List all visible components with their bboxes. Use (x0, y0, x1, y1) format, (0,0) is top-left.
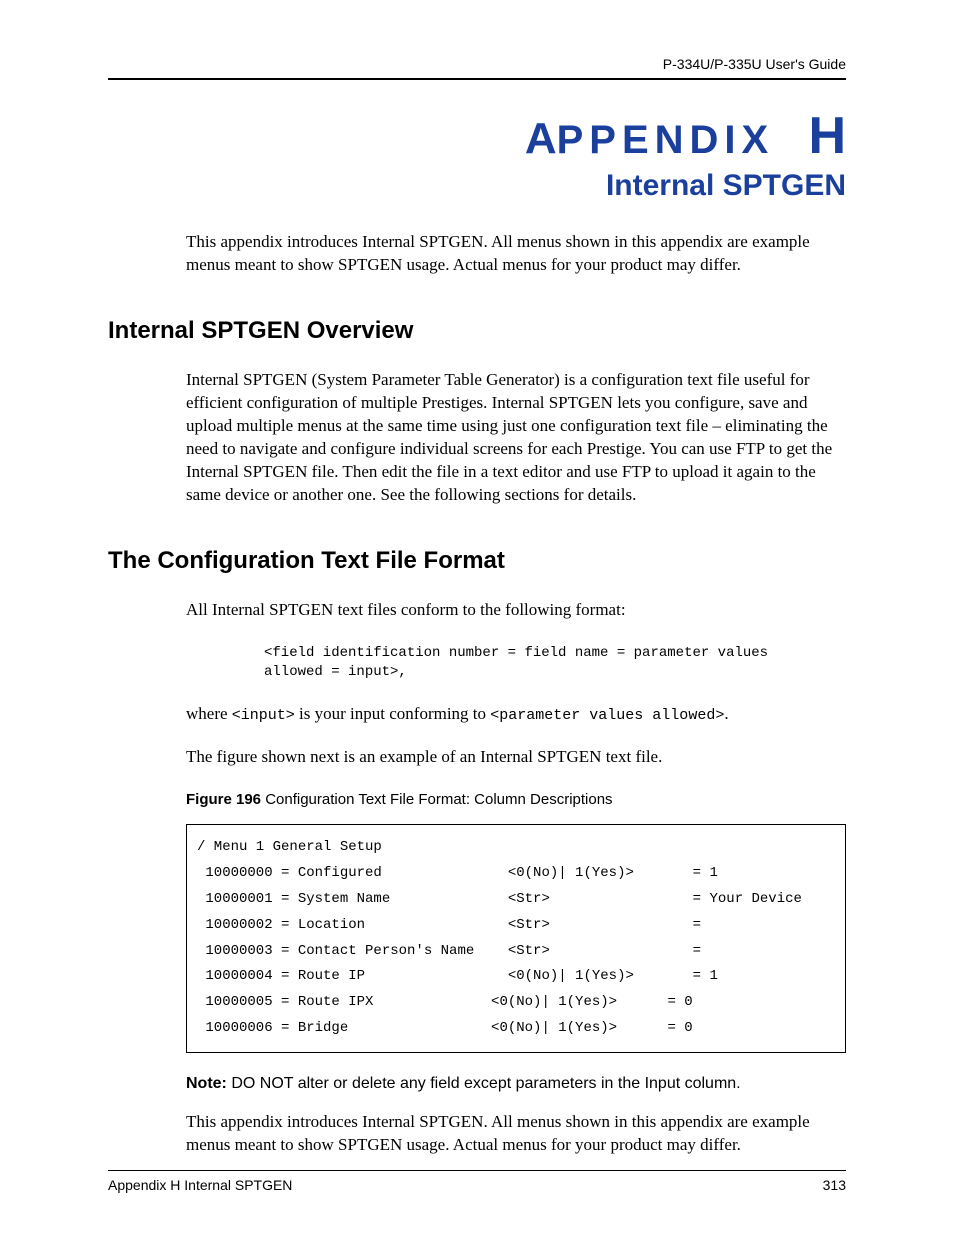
footer-page-number: 313 (823, 1177, 846, 1193)
page-footer: Appendix H Internal SPTGEN 313 (108, 1170, 846, 1193)
appendix-word-first: A (525, 114, 557, 163)
page: P-334U/P-335U User's Guide APPENDIX H In… (0, 0, 954, 1219)
running-header: P-334U/P-335U User's Guide (108, 56, 846, 72)
figure-caption: Figure 196 Configuration Text File Forma… (108, 791, 846, 808)
note-line: Note: DO NOT alter or delete any field e… (108, 1075, 846, 1093)
appendix-title: APPENDIX H (108, 108, 846, 165)
figure-caption-text: Configuration Text File Format: Column D… (261, 791, 613, 808)
where-code1: <input> (232, 707, 295, 724)
note-label: Note: (186, 1075, 227, 1092)
intro-paragraph: This appendix introduces Internal SPTGEN… (108, 231, 846, 277)
appendix-letter: H (808, 107, 846, 165)
footer-row: Appendix H Internal SPTGEN 313 (108, 1177, 846, 1193)
section-heading-overview: Internal SPTGEN Overview (108, 317, 846, 345)
appendix-subtitle: Internal SPTGEN (108, 169, 846, 203)
where-pre: where (186, 704, 232, 723)
format-para2: The figure shown next is an example of a… (108, 746, 846, 769)
note-text: DO NOT alter or delete any field except … (227, 1075, 741, 1092)
header-rule (108, 78, 846, 80)
appendix-word-rest: PPENDIX (557, 118, 775, 162)
figure-label: Figure 196 (186, 791, 261, 808)
footer-left: Appendix H Internal SPTGEN (108, 1177, 292, 1193)
format-where-line: where <input> is your input conforming t… (108, 703, 846, 726)
config-file-example: / Menu 1 General Setup 10000000 = Config… (186, 824, 846, 1053)
format-syntax-block: <field identification number = field nam… (108, 644, 846, 683)
overview-paragraph: Internal SPTGEN (System Parameter Table … (108, 369, 846, 507)
format-para3: This appendix introduces Internal SPTGEN… (108, 1111, 846, 1157)
format-lead: All Internal SPTGEN text files conform t… (108, 599, 846, 622)
section-heading-format: The Configuration Text File Format (108, 547, 846, 575)
where-code2: <parameter values allowed> (490, 707, 724, 724)
where-mid: is your input conforming to (295, 704, 490, 723)
where-post: . (724, 704, 728, 723)
footer-rule (108, 1170, 846, 1171)
